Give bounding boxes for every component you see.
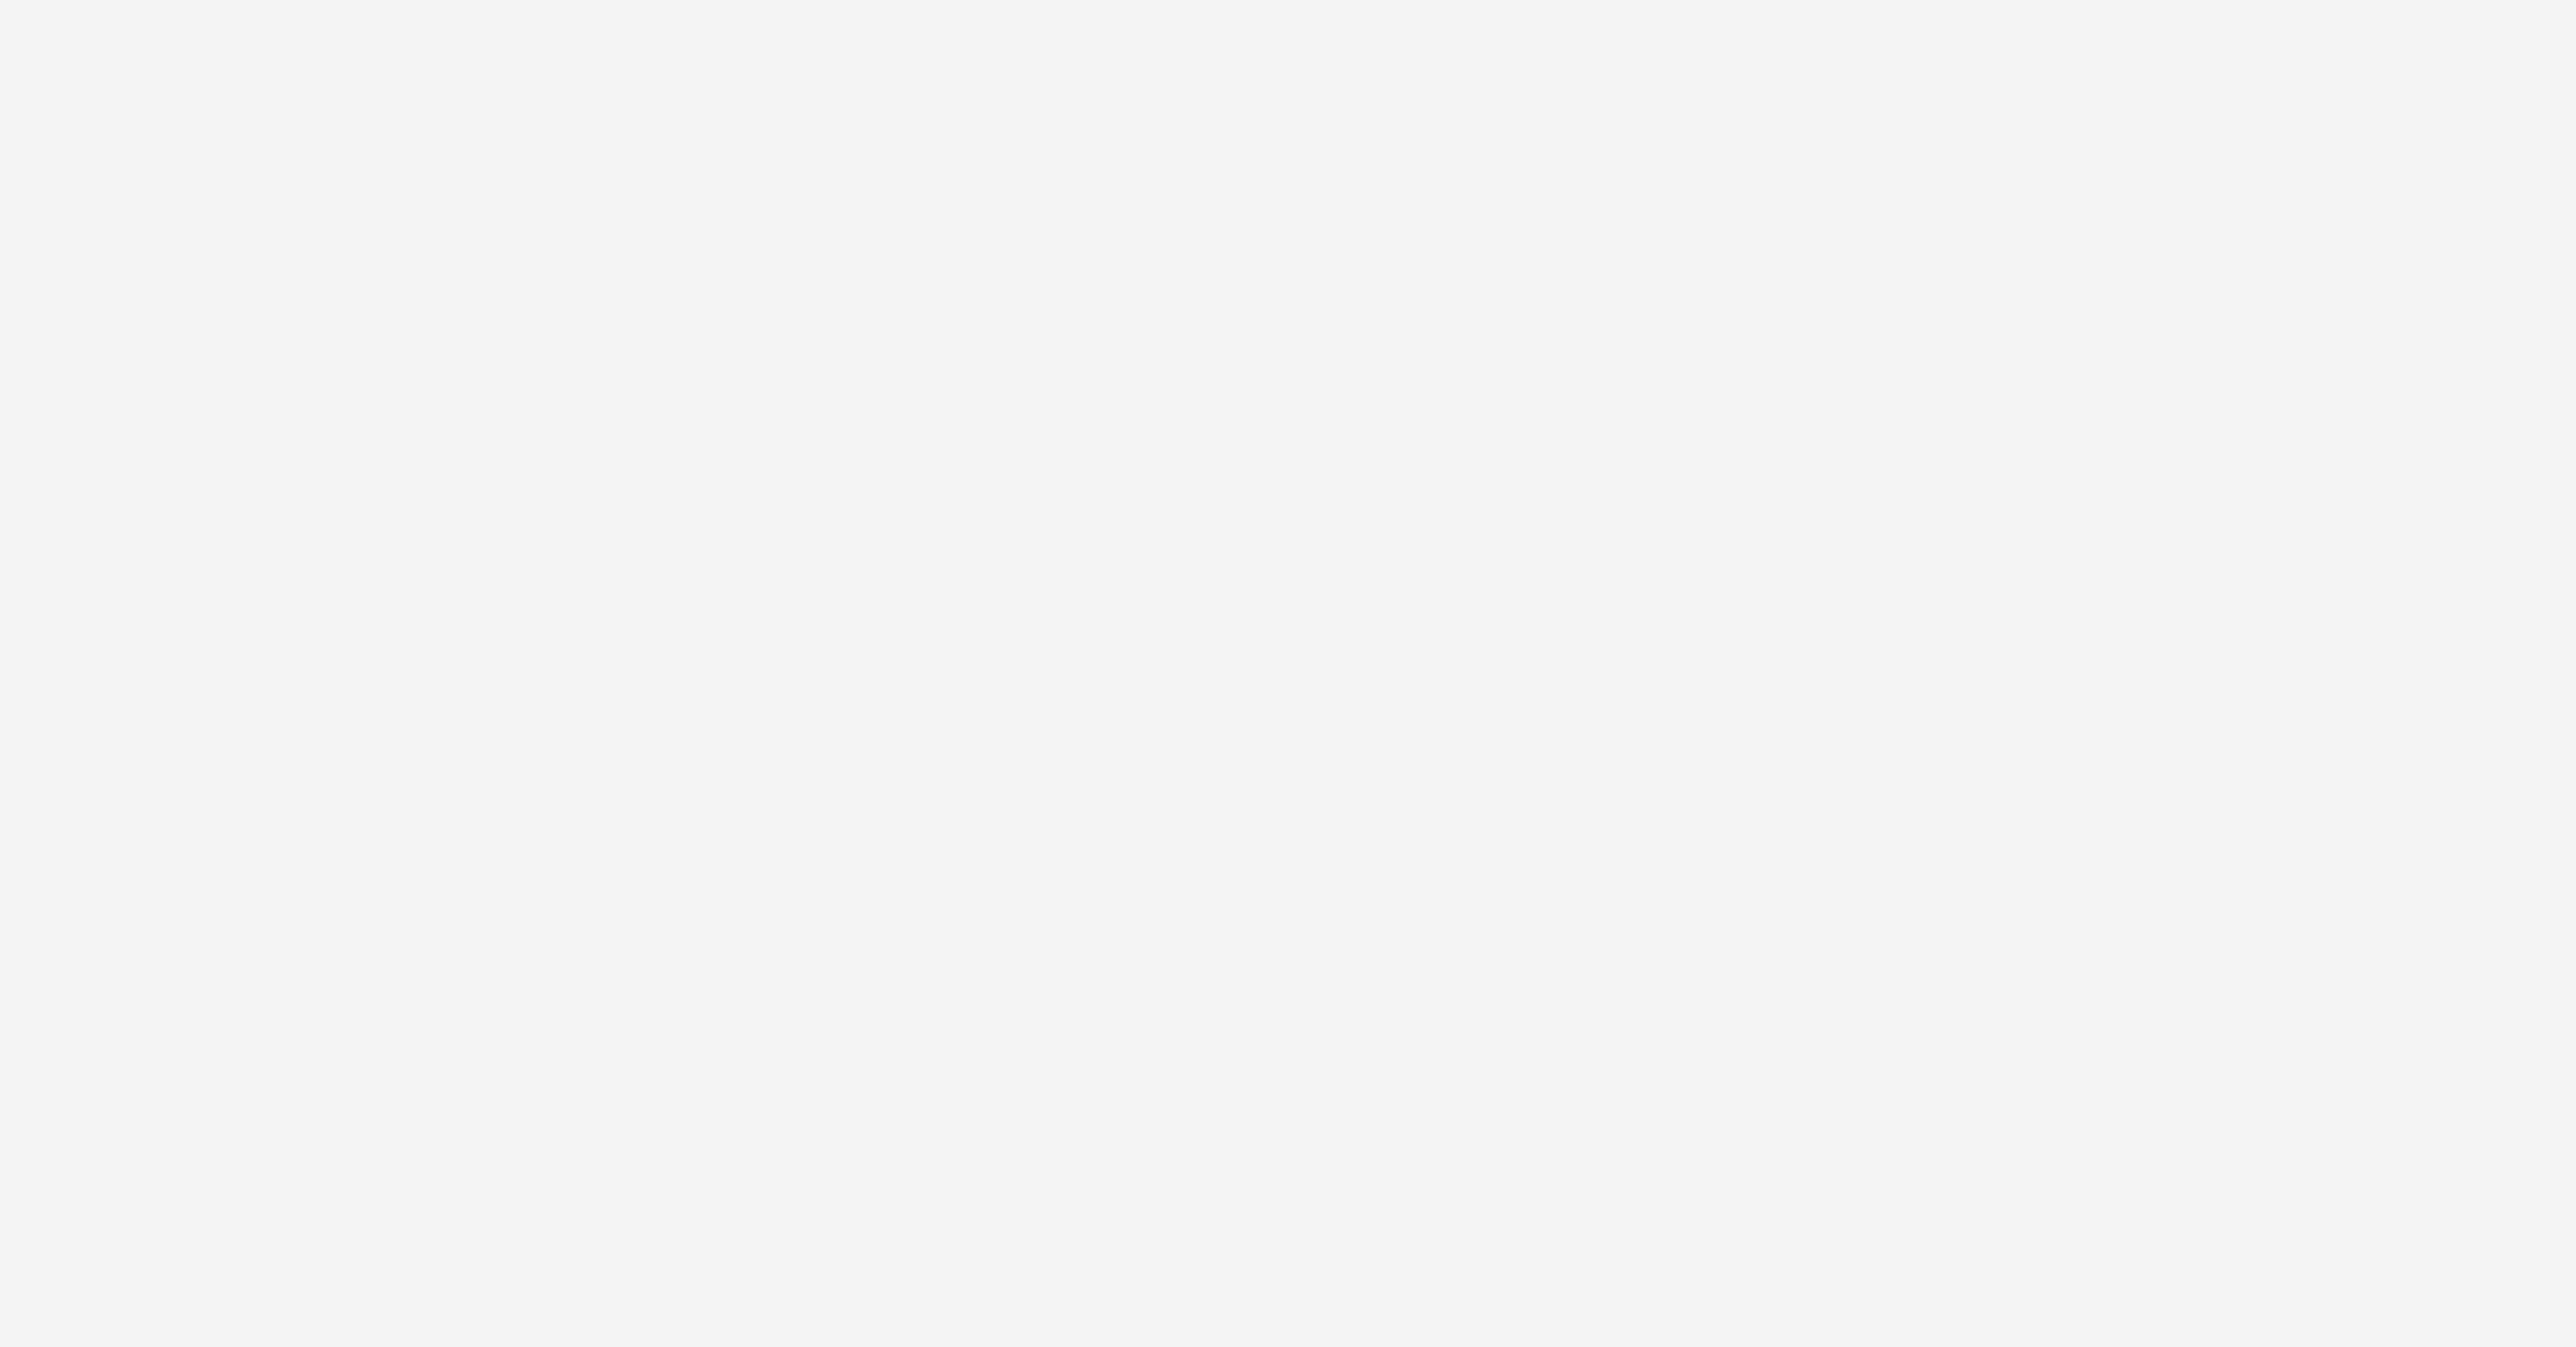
edge-layer <box>0 0 177 89</box>
